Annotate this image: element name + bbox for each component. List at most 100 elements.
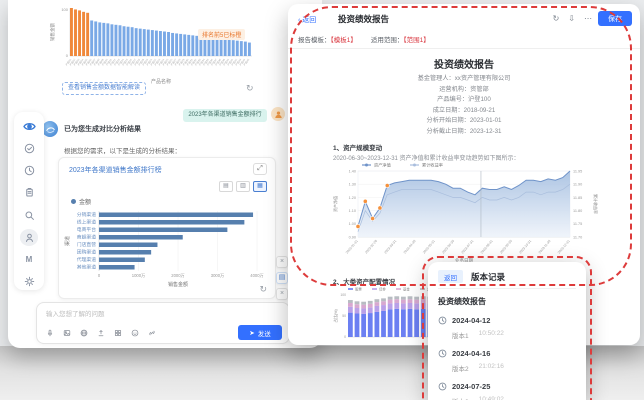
bar-view-icon[interactable]: ▥	[236, 181, 250, 192]
refresh-icon[interactable]: ↻	[552, 14, 560, 23]
back-link[interactable]: ‹ 返回	[298, 17, 317, 24]
svg-text:销售金额: 销售金额	[49, 23, 56, 41]
report-shortcut-icon[interactable]: ▤	[276, 272, 288, 284]
svg-text:产品24: 产品24	[157, 57, 165, 66]
more-icon[interactable]: ⋯	[584, 14, 592, 23]
apps-icon[interactable]	[114, 329, 122, 337]
chat-input-box[interactable]: 输入您想了解的问题 ➤ 发送	[36, 302, 290, 344]
svg-text:产品03: 产品03	[72, 57, 80, 66]
refresh-icon[interactable]: ↻	[259, 284, 267, 294]
send-button[interactable]: ➤ 发送	[238, 325, 282, 340]
sidebar-item-user-icon[interactable]	[20, 229, 38, 246]
user-message: 2023年各渠道销售金额排行	[183, 109, 267, 122]
report-info-line: 运营机构：资管部	[439, 85, 489, 93]
svg-text:50: 50	[342, 314, 346, 318]
svg-text:2023-10-31: 2023-10-31	[518, 239, 532, 255]
microphone-icon[interactable]	[46, 329, 54, 337]
clock-icon	[438, 349, 447, 358]
sidebar-item-search-icon[interactable]	[20, 207, 38, 223]
image-icon[interactable]	[63, 329, 71, 337]
svg-text:资产净值: 资产净值	[374, 162, 391, 169]
top-products-bar-chart: 100 0产品01产品02产品03产品04产品05产品06产品07产品08产品09…	[49, 7, 252, 85]
svg-text:产品09: 产品09	[97, 57, 105, 66]
sidebar-item-model-m-icon[interactable]: M	[25, 255, 33, 265]
svg-text:2023-04-30: 2023-04-30	[403, 239, 417, 255]
chart-legend: 金额	[71, 197, 91, 206]
collapse-icon[interactable]: ×	[276, 256, 288, 268]
svg-text:线上渠道: 线上渠道	[77, 219, 96, 226]
svg-text:团购渠道: 团购渠道	[77, 249, 96, 256]
panel-toggle-rail: × ▤ ×	[276, 256, 288, 300]
report-header-actions: ↻ ⇩ ⋯	[553, 14, 592, 23]
sidebar-item-clipboard-icon[interactable]	[20, 185, 38, 201]
back-button[interactable]: 返回	[438, 270, 463, 283]
svg-text:代理渠道: 代理渠道	[77, 256, 96, 263]
sidebar-item-clock-icon[interactable]	[20, 163, 38, 179]
svg-text:产品12: 产品12	[109, 57, 117, 66]
voice-icon[interactable]	[80, 329, 88, 337]
version-popup-header: 返回 版本记录	[438, 270, 576, 289]
svg-text:2023-03-31: 2023-03-31	[383, 239, 397, 255]
svg-text:产品04: 产品04	[76, 57, 84, 66]
chart-annotation-label: 排名前5已标橙	[198, 29, 246, 40]
table-view-icon[interactable]: ▤	[219, 181, 233, 192]
svg-text:2023-12-31: 2023-12-31	[557, 239, 571, 255]
clock-icon	[438, 316, 447, 325]
svg-text:11.75: 11.75	[573, 222, 582, 226]
section-1-title: 1、资产规模变动	[333, 145, 383, 152]
svg-text:门店直营: 门店直营	[77, 241, 96, 248]
upload-icon[interactable]	[97, 329, 105, 337]
sidebar-item-eye-logo[interactable]	[20, 118, 38, 134]
legend-dot	[71, 199, 76, 204]
svg-text:产品41: 产品41	[226, 57, 234, 66]
assistant-reply-text: 根据您的需求，以下是生成的分析结果：	[64, 148, 181, 155]
person-icon	[274, 111, 282, 118]
sidebar-item-check-circle-icon[interactable]	[20, 140, 38, 156]
svg-text:产品01: 产品01	[64, 57, 72, 66]
svg-text:产品29: 产品29	[178, 57, 186, 66]
document-title: 投资绩效报告	[434, 60, 494, 71]
refresh-icon[interactable]: ↻	[246, 83, 254, 93]
svg-text:产品11: 产品11	[105, 57, 113, 66]
svg-text:1000万: 1000万	[132, 273, 146, 279]
save-button[interactable]: 保存	[598, 11, 632, 26]
svg-text:4000万: 4000万	[250, 273, 264, 279]
emoji-icon[interactable]	[131, 329, 139, 337]
svg-text:3000万: 3000万	[211, 273, 225, 279]
expand-icon[interactable]: ⤢	[253, 163, 267, 175]
svg-text:产品07: 产品07	[89, 57, 97, 66]
svg-text:11.90: 11.90	[573, 183, 582, 187]
svg-text:占比(%): 占比(%)	[333, 309, 338, 323]
svg-text:累计收益率: 累计收益率	[422, 162, 443, 169]
assistant-logo-icon	[45, 126, 55, 133]
input-toolbar	[46, 329, 156, 337]
svg-text:产品38: 产品38	[214, 57, 222, 66]
svg-text:1.00: 1.00	[349, 222, 356, 226]
svg-text:产品45: 产品45	[242, 57, 250, 66]
close-icon[interactable]: ×	[276, 288, 288, 300]
legend-label: 金额	[79, 200, 92, 206]
version-entry-meta: 版本1 10:50:22	[452, 330, 504, 340]
chart-view-icon[interactable]: ▦	[253, 181, 267, 192]
nav-rail: M	[14, 112, 44, 290]
user-avatar	[271, 107, 285, 121]
download-icon[interactable]: ⇩	[568, 14, 575, 23]
svg-text:产品28: 产品28	[174, 57, 182, 66]
svg-text:2023-11-30: 2023-11-30	[538, 239, 552, 254]
version-report-title: 投资绩效报告	[438, 297, 486, 306]
svg-text:销售金额: 销售金额	[168, 281, 188, 288]
version-entry-date[interactable]: 2024-04-12	[438, 316, 576, 325]
svg-text:产品33: 产品33	[194, 57, 202, 66]
version-entry-date[interactable]: 2024-07-25	[438, 382, 576, 391]
suggest-chip[interactable]: 查看销售金额数据智能解读	[62, 82, 147, 95]
svg-text:2023-07-31: 2023-07-31	[460, 239, 474, 255]
sidebar-item-settings-gear-icon[interactable]	[20, 274, 38, 290]
svg-text:产品40: 产品40	[222, 57, 230, 66]
svg-text:产品21: 产品21	[145, 57, 153, 66]
svg-text:产品27: 产品27	[170, 57, 178, 66]
link-icon[interactable]	[148, 329, 156, 337]
version-entry-date[interactable]: 2024-04-16	[438, 349, 576, 358]
svg-text:0: 0	[344, 335, 346, 339]
report-info-line: 分析开始日期：2023-01-01	[426, 117, 502, 124]
